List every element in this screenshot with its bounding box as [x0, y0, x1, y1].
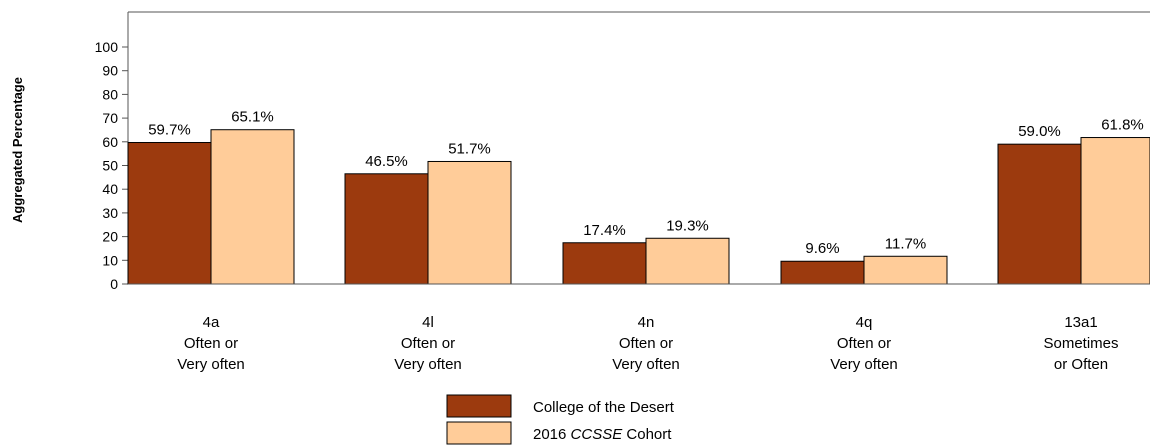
data-label: 59.7% [148, 122, 191, 139]
x-tick-label: Very often [177, 356, 245, 373]
legend: College of the Desert 2016 CCSSE Cohort [446, 394, 675, 445]
y-tick-label: 0 [110, 276, 118, 292]
y-tick-label: 30 [102, 205, 118, 221]
y-tick-label: 100 [95, 39, 119, 55]
bar-cohort [210, 129, 295, 285]
y-tick-label: 70 [102, 110, 118, 126]
y-tick-label: 80 [102, 86, 118, 102]
x-tick-label: 13a1 [1064, 314, 1097, 331]
bar-college [997, 143, 1082, 285]
y-tick-label: 20 [102, 229, 118, 245]
y-tick-label: 40 [102, 181, 118, 197]
bar-cohort [645, 237, 730, 285]
bars: 59.7% 46.5% 17.4% 9.6% 59.0% 65.1% 51.7% 19.3% 1… [127, 109, 1150, 285]
plot-frame [128, 11, 1150, 285]
x-tick-label: 4a [203, 314, 220, 331]
bar-college [780, 260, 865, 285]
x-tick-label: or Often [1054, 356, 1108, 373]
x-tick-label: Often or [619, 335, 673, 352]
data-label: 59.0% [1018, 123, 1061, 140]
y-tick-label: 50 [102, 158, 118, 174]
bar-college [127, 142, 212, 285]
legend-label-part: CCSSE [571, 426, 624, 443]
bar-college [344, 173, 429, 285]
x-tick-label: 4q [856, 314, 873, 331]
x-tick-label: 4l [422, 314, 434, 331]
x-tick-label: 4n [638, 314, 655, 331]
bar-cohort [863, 255, 948, 285]
y-axis-label: Aggregated Percentage [10, 77, 25, 223]
legend-label-cohort: 2016 CCSSE Cohort [533, 426, 672, 443]
x-tick-label: Very often [830, 356, 898, 373]
legend-swatch-college [446, 394, 512, 418]
x-tick-label: Often or [184, 335, 238, 352]
data-label: 46.5% [365, 153, 408, 170]
legend-label-part: 2016 [533, 426, 571, 443]
x-tick-label: Often or [401, 335, 455, 352]
legend-swatch-cohort [446, 421, 512, 445]
y-axis-ticks: 0 10 20 30 40 50 60 70 80 90 100 [95, 12, 129, 292]
data-label: 19.3% [666, 217, 709, 234]
data-label: 65.1% [231, 109, 274, 126]
x-axis-labels: 4a Often or Very often 4l Often or Very often… [177, 314, 1118, 373]
bar-cohort [1080, 137, 1150, 285]
data-label: 51.7% [448, 140, 491, 157]
y-tick-label: 90 [102, 63, 118, 79]
data-label: 9.6% [805, 240, 839, 257]
x-tick-label: Sometimes [1043, 335, 1118, 352]
x-tick-label: Very often [612, 356, 680, 373]
y-tick-label: 60 [102, 134, 118, 150]
legend-label-part: Cohort [622, 426, 672, 443]
bar-college [562, 242, 647, 285]
data-label: 17.4% [583, 222, 626, 239]
legend-label-college: College of the Desert [533, 399, 675, 416]
bar-cohort [427, 160, 512, 285]
data-label: 61.8% [1101, 117, 1144, 134]
y-tick-label: 10 [102, 252, 118, 268]
data-label: 11.7% [885, 235, 926, 252]
x-tick-label: Often or [837, 335, 891, 352]
x-tick-label: Very often [394, 356, 462, 373]
